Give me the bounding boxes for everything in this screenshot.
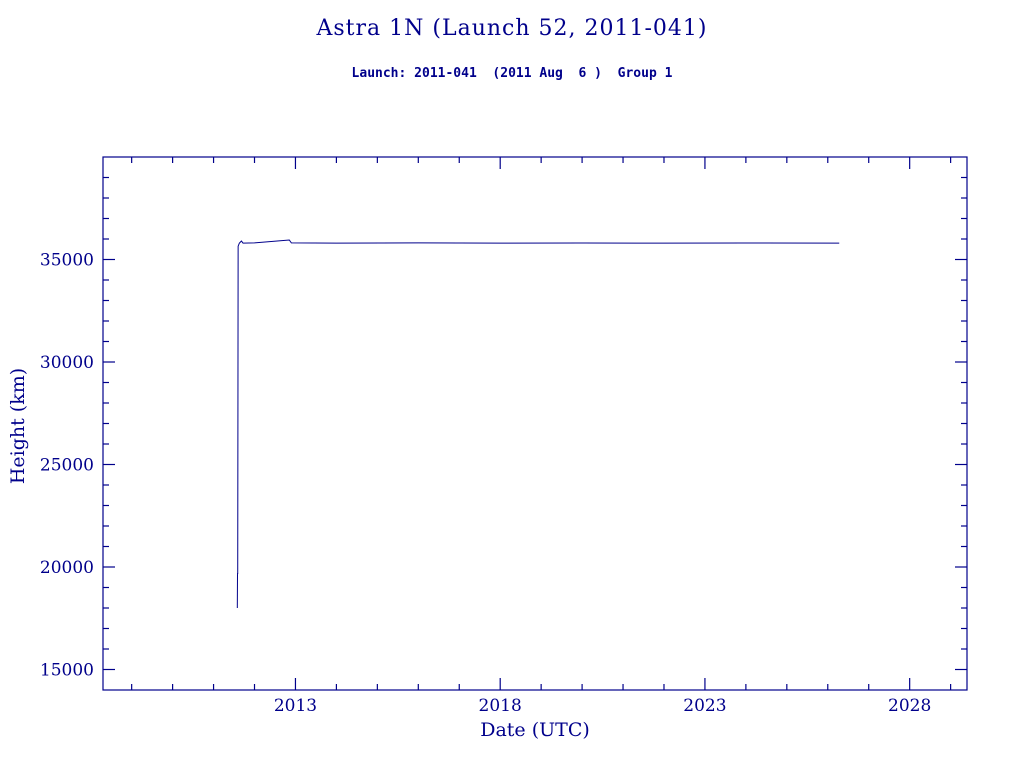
chart-subtitle: Launch: 2011-041 (2011 Aug 6 ) Group 1 xyxy=(351,66,673,81)
y-tick-label: 15000 xyxy=(40,661,94,681)
x-tick-label: 2018 xyxy=(479,696,522,716)
y-tick-label: 25000 xyxy=(40,456,94,476)
y-tick-label: 20000 xyxy=(40,558,94,578)
y-tick-label: 35000 xyxy=(40,251,94,271)
y-tick-label: 30000 xyxy=(40,353,94,373)
x-tick-label: 2028 xyxy=(888,696,931,716)
x-tick-label: 2023 xyxy=(683,696,726,716)
chart-title: Astra 1N (Launch 52, 2011-041) xyxy=(316,16,708,41)
data-line xyxy=(236,239,840,609)
plot-frame xyxy=(102,156,968,691)
x-tick-label: 2013 xyxy=(274,696,317,716)
x-axis-label: Date (UTC) xyxy=(480,719,590,741)
